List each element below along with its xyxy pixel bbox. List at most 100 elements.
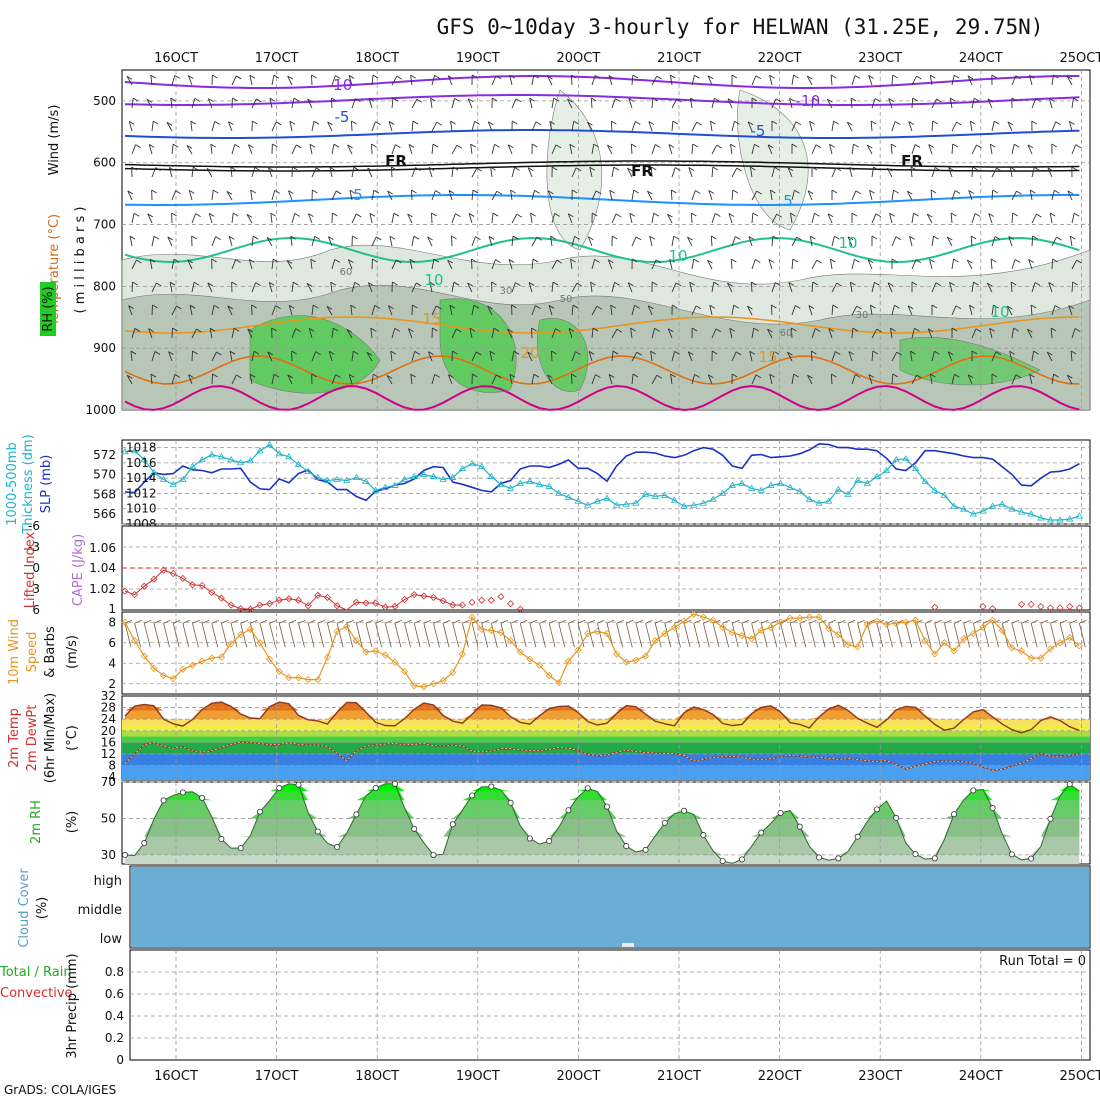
rh2m-point: [778, 810, 783, 815]
contour-label: 30: [500, 286, 513, 297]
rh-tick-label: 70: [101, 775, 116, 789]
contour-label: 60: [340, 267, 353, 278]
wind-barb: [371, 144, 372, 154]
thickness-tick-label: 566: [93, 507, 116, 521]
wind-barb: [431, 213, 432, 223]
precip-tick-label: 0: [116, 1053, 124, 1067]
precip-total-label: Total / Rain: [0, 965, 72, 980]
rh2m-point: [739, 857, 744, 862]
chart-title: GFS 0~10day 3-hourly for HELWAN (31.25E,…: [437, 15, 1044, 39]
cloud-label: Cloud Cover: [17, 868, 32, 948]
rh2m-point: [816, 855, 821, 860]
rh2m-point: [373, 785, 378, 790]
x-tick-bottom-label: 17OCT: [255, 1069, 299, 1084]
x-tick-top-label: 21OCT: [657, 51, 701, 66]
rh2m-point: [797, 824, 802, 829]
rh2m-point: [682, 808, 687, 813]
thickness-tick-label: 572: [93, 448, 116, 462]
dewpt2m-label: 2m DewPt: [25, 705, 40, 772]
cloud-panel: Cloud Cover (%) high middle low: [17, 866, 1090, 948]
slp-tick-label: 1018: [126, 441, 157, 455]
precip-panel: 00.20.40.60.8 Total / Rain Convective 3h…: [0, 950, 1090, 1067]
x-tick-top-label: 23OCT: [858, 51, 902, 66]
slp-tick-label: 1010: [126, 502, 157, 516]
x-tick-bottom-label: 22OCT: [758, 1069, 802, 1084]
rh2m-point: [836, 856, 841, 861]
contour-label: 10: [990, 303, 1009, 321]
temp2m-label: 2m Temp: [7, 708, 22, 768]
cape-tick-label: 1.06: [89, 541, 116, 555]
wind-barb: [152, 305, 153, 315]
temp-band: [122, 754, 1090, 766]
x-tick-top-label: 24OCT: [959, 51, 1003, 66]
slp-label: SLP (mb): [39, 455, 54, 514]
rh2m-point: [566, 808, 571, 813]
li-tick-label: -6: [28, 519, 40, 533]
x-tick-bottom-label: 20OCT: [557, 1069, 601, 1084]
temp-band: [122, 766, 1090, 780]
wind-barb: [451, 236, 452, 246]
rh2m-point: [1067, 782, 1072, 787]
wind-barb: [132, 282, 133, 292]
contour-label: -5: [751, 122, 766, 140]
slp-tick-label: 1016: [126, 456, 157, 470]
x-tick-bottom-label: 19OCT: [456, 1069, 500, 1084]
cloud-unit-label: (%): [35, 897, 50, 920]
rh2m-point: [874, 807, 879, 812]
contour-label: 10: [424, 271, 443, 289]
x-tick-top-label: 25OCT: [1060, 51, 1100, 66]
cloud-level-middle: middle: [78, 903, 122, 918]
rh-tick-label: 30: [101, 848, 116, 862]
rh2m-point: [720, 858, 725, 863]
temp-band: [122, 737, 1090, 743]
footer-credit: GrADS: COLA/IGES: [4, 1083, 116, 1097]
rh2m-point: [951, 812, 956, 817]
rh2m-point: [855, 834, 860, 839]
precip-tick-label: 0.2: [105, 1031, 124, 1045]
x-tick-bottom-label: 25OCT: [1060, 1069, 1100, 1084]
rh2m-label: 2m RH: [29, 800, 44, 844]
rh2m-point: [624, 844, 629, 849]
rh2m-point: [701, 832, 706, 837]
wind-barb: [331, 98, 332, 108]
wind-tick-label: 4: [108, 656, 116, 670]
pressure-tick-label: 800: [93, 279, 116, 293]
wind10-barbs-label: & Barbs: [43, 626, 58, 678]
pressure-tick-label: 500: [93, 94, 116, 108]
cape-tick-label: 1.04: [89, 561, 116, 575]
rh2m-point: [412, 826, 417, 831]
precip-tick-label: 0.4: [105, 1009, 124, 1023]
rh2m-point: [971, 788, 976, 793]
rh2m-point: [180, 790, 185, 795]
contour-label: 10: [838, 234, 857, 252]
wind-barb: [471, 259, 472, 269]
wind-tick-label: 6: [108, 636, 116, 650]
rh2m-point: [354, 812, 359, 817]
wind-barb: [511, 305, 512, 315]
rh2m-point: [238, 846, 243, 851]
wind-barb: [172, 328, 173, 338]
slp-tick-label: 1012: [126, 486, 157, 500]
thickness-tick-label: 568: [93, 487, 116, 501]
cape-tick-label: 1.02: [89, 582, 116, 596]
rh2m-point: [932, 856, 937, 861]
rh2m-point: [643, 847, 648, 852]
wind10-label: 10m Wind: [7, 619, 22, 685]
rh2m-point: [990, 805, 995, 810]
precip-tick-label: 0.8: [105, 965, 124, 979]
wind-barb: [571, 374, 572, 384]
contour-label: 10: [668, 247, 687, 265]
x-tick-top-label: 18OCT: [355, 51, 399, 66]
lifted-index-label: Lifted Index: [23, 531, 38, 608]
x-tick-bottom-label: 16OCT: [154, 1069, 198, 1084]
rh2m-point: [257, 809, 262, 814]
rh2m-point: [1048, 816, 1053, 821]
contour-label: FR: [631, 162, 653, 180]
